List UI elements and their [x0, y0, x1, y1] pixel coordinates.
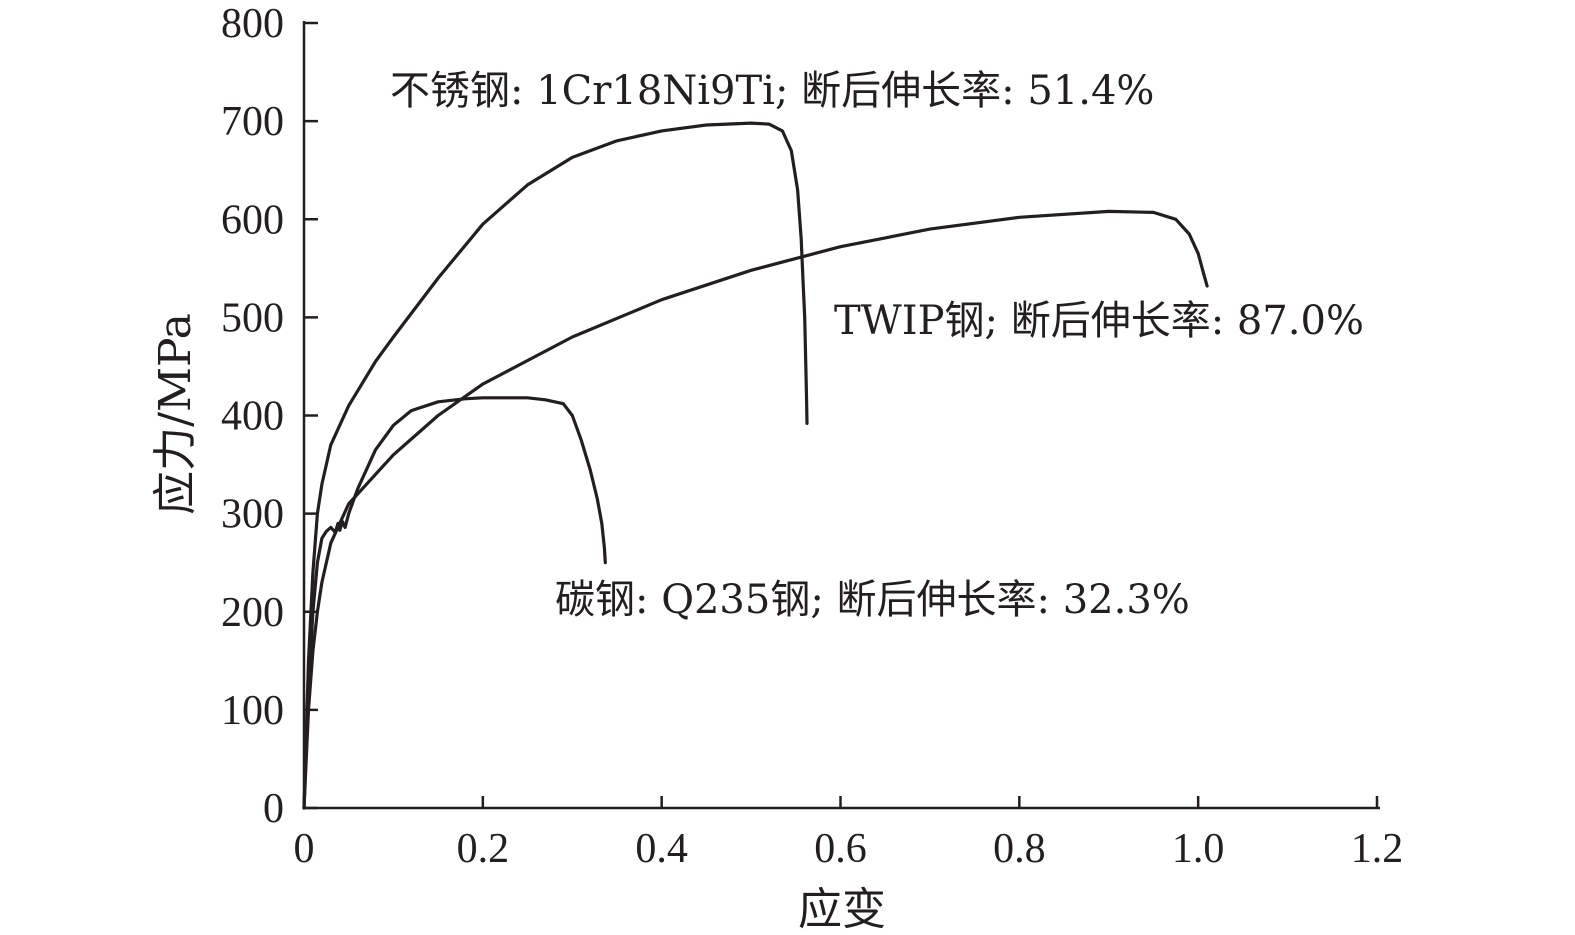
series-line-stainless-steel [302, 121, 809, 810]
x-tick-label: 0.8 [993, 826, 1046, 872]
y-axis-title: 应力/MPa [150, 313, 201, 515]
series-line-twip-steel [302, 209, 1209, 810]
y-tick-label: 300 [221, 492, 284, 538]
axes [302, 21, 1380, 810]
series-layer [302, 121, 1209, 810]
x-ticks: 0 0.2 0.4 0.6 0.8 1.0 1.2 [294, 796, 1404, 872]
x-tick-label: 0.4 [635, 826, 688, 872]
y-ticks: 0 100 200 300 400 500 600 700 800 [221, 1, 318, 832]
x-tick-label: 0.6 [814, 826, 867, 872]
y-tick-label: 400 [221, 394, 284, 440]
x-tick-label: 0 [294, 826, 315, 872]
annotation-twip-steel: TWIP钢; 断后伸长率: 87.0% [834, 298, 1364, 344]
x-tick-label: 1.0 [1172, 826, 1225, 872]
y-tick-label: 800 [221, 1, 284, 47]
annotation-carbon-steel: 碳钢: Q235钢; 断后伸长率: 32.3% [555, 577, 1190, 623]
x-tick-label: 0.2 [457, 826, 510, 872]
x-axis-title: 应变 [798, 884, 886, 935]
annotation-stainless-steel: 不锈钢: 1Cr18Ni9Ti; 断后伸长率: 51.4% [390, 68, 1154, 114]
y-tick-label: 100 [221, 688, 284, 734]
y-tick-label: 200 [221, 590, 284, 636]
y-tick-label: 500 [221, 295, 284, 341]
y-tick-label: 0 [263, 786, 284, 832]
y-tick-label: 700 [221, 99, 284, 145]
x-tick-label: 1.2 [1351, 826, 1404, 872]
series-line-carbon-steel [302, 396, 607, 810]
y-tick-label: 600 [221, 197, 284, 243]
